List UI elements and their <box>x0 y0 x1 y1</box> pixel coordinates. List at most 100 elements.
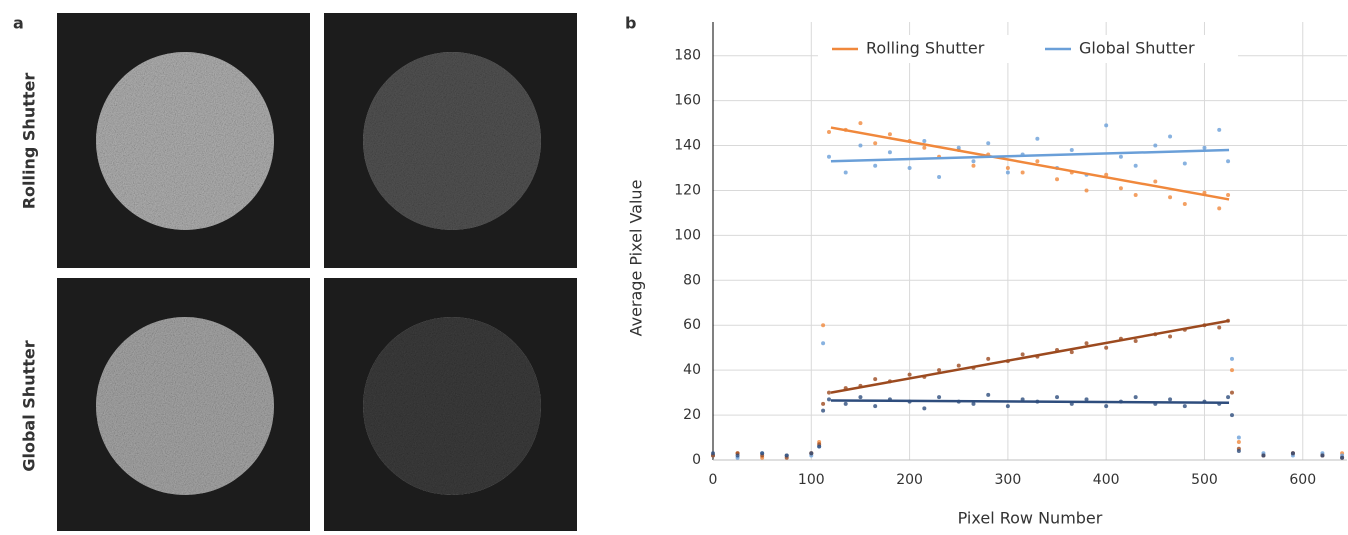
point <box>1236 440 1241 445</box>
point <box>1118 154 1123 159</box>
point <box>1229 413 1234 418</box>
panel-label: b <box>625 14 636 33</box>
point <box>1168 334 1173 339</box>
point <box>873 163 878 168</box>
panel-label: a <box>13 14 24 33</box>
trend-line <box>830 399 1230 404</box>
y-tick-label: 0 <box>692 452 701 468</box>
row-label: Rolling Shutter <box>20 73 39 210</box>
y-tick-label: 80 <box>683 272 701 288</box>
point <box>843 401 848 406</box>
point <box>826 390 831 395</box>
point <box>873 377 878 382</box>
image-spot <box>363 317 541 495</box>
point <box>971 163 976 168</box>
y-tick-label: 160 <box>674 93 701 109</box>
point <box>1168 195 1173 200</box>
point <box>1226 159 1231 164</box>
point <box>858 143 863 148</box>
point <box>826 154 831 159</box>
point <box>1069 350 1074 355</box>
point <box>1005 166 1010 170</box>
point <box>843 170 848 175</box>
row-label: Global Shutter <box>20 340 39 471</box>
point <box>887 150 892 155</box>
point <box>1133 395 1138 400</box>
point <box>1290 451 1295 456</box>
point <box>986 356 991 361</box>
point <box>1217 206 1222 211</box>
point <box>1236 449 1241 454</box>
point <box>937 174 942 179</box>
point <box>1182 201 1187 206</box>
point <box>1153 143 1158 148</box>
point <box>907 166 912 170</box>
y-tick-label: 140 <box>674 138 701 154</box>
point <box>1229 368 1234 373</box>
point <box>1104 123 1109 128</box>
point <box>1084 341 1089 346</box>
point <box>858 121 863 126</box>
y-tick-label: 40 <box>683 362 701 378</box>
point <box>922 139 927 144</box>
y-tick-label: 180 <box>674 48 701 64</box>
point <box>1217 127 1222 132</box>
point <box>1229 390 1234 395</box>
point <box>922 145 927 150</box>
point <box>735 453 740 458</box>
point <box>1226 395 1231 400</box>
point <box>873 141 878 146</box>
point <box>1182 161 1187 166</box>
point <box>821 323 826 328</box>
point <box>1133 192 1138 197</box>
point <box>956 363 961 368</box>
image-spot <box>96 317 274 495</box>
image-spot <box>363 52 541 230</box>
point <box>1153 179 1158 184</box>
x-tick-label: 500 <box>1191 472 1218 488</box>
point <box>809 451 814 456</box>
point <box>873 404 878 409</box>
point <box>1182 404 1187 409</box>
point <box>971 159 976 164</box>
point <box>1340 455 1345 460</box>
point <box>937 395 942 400</box>
point <box>986 392 991 397</box>
point <box>1133 338 1138 343</box>
point <box>1084 397 1089 402</box>
legend-label: Global Shutter <box>1079 39 1195 58</box>
point <box>1217 325 1222 330</box>
x-tick-label: 100 <box>798 472 825 488</box>
trend-line <box>830 319 1230 394</box>
point <box>826 397 831 402</box>
point <box>1236 435 1241 440</box>
y-tick-label: 20 <box>683 407 701 423</box>
x-tick-label: 300 <box>995 472 1022 488</box>
point <box>1320 453 1325 458</box>
point <box>817 444 822 449</box>
legend-box <box>818 35 1238 63</box>
point <box>1035 159 1040 164</box>
point <box>821 341 826 346</box>
point <box>956 145 961 150</box>
point <box>1020 352 1025 357</box>
point <box>887 132 892 137</box>
y-tick-label: 120 <box>674 182 701 198</box>
images <box>57 13 577 531</box>
point <box>1104 172 1109 177</box>
image-spot <box>96 52 274 230</box>
y-tick-label: 100 <box>674 227 701 243</box>
point <box>1202 145 1207 150</box>
point <box>922 406 927 411</box>
point <box>1084 188 1089 193</box>
trend-line <box>830 148 1230 163</box>
point <box>1104 404 1109 409</box>
x-tick-label: 200 <box>896 472 923 488</box>
point <box>1168 134 1173 139</box>
trend-line <box>830 126 1230 201</box>
point <box>826 130 831 135</box>
point <box>711 451 715 456</box>
point <box>986 141 991 146</box>
point <box>858 395 863 400</box>
